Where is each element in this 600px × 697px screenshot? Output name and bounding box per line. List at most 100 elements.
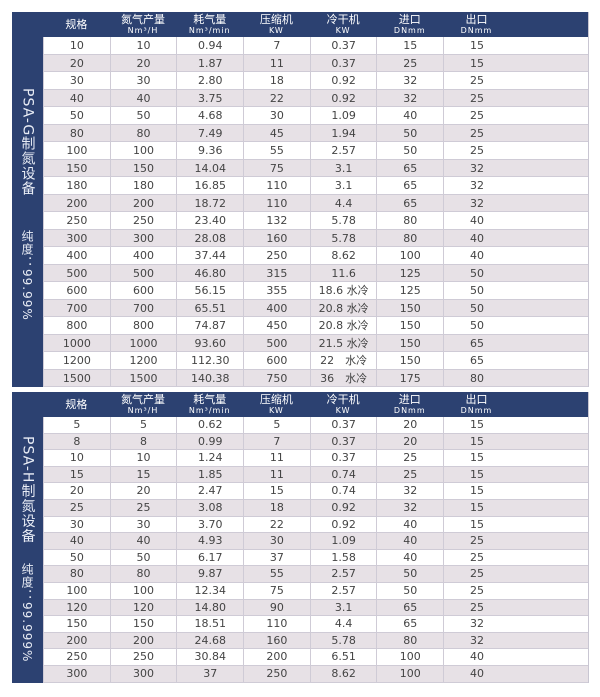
table-cell: 0.37 [309,37,377,54]
table-cell: 80 [376,229,443,246]
table-cell: 1.85 [176,466,243,483]
table-row: 80 80 7.49 45 1.94 50 25 [43,124,588,142]
table-cell: 25 [376,54,443,71]
table-body: 10 10 0.94 7 0.37 15 15 20 20 1.87 11 0.37 25 15 30 30 2… [43,37,588,387]
table-cell: 3.75 [176,89,243,106]
table-cell: 40 [43,533,110,549]
table-cell: 18.51 [176,616,243,632]
table-cell: 50 [376,582,443,599]
column-unit: Nm³/H [127,406,159,415]
table-cell: 40 [443,229,510,246]
table-cell: 25 [43,499,110,516]
table-cell: 65 [376,599,443,616]
table-cell: 40 [376,549,443,566]
table-cell: 7 [243,433,310,450]
table-cell: 250 [43,649,110,665]
table-cell: 14.80 [176,599,243,616]
table-cell: 250 [109,212,177,229]
column-title: 规格 [65,17,88,31]
table-cell: 10 [109,37,177,54]
table-cell: 0.37 [309,54,377,71]
table-cell: 40 [376,516,443,533]
table-cell: 2.80 [176,72,243,89]
table-cell: 21.5 水冷 [309,334,377,351]
table-cell: 600 [243,352,310,369]
column-header: 耗气量 Nm³/min [176,12,243,37]
table-cell: 15 [443,483,510,499]
table-cell: 25 [443,124,510,141]
table-cell: 5.78 [309,632,377,649]
table-cell: 25 [376,450,443,466]
table-cell: 20 [376,417,443,433]
table-row: 50 50 6.17 37 1.58 40 25 [43,549,588,567]
table-cell: 3.1 [309,599,377,616]
table-cell: 22 [243,516,310,533]
table-row: 15 15 1.85 11 0.74 25 15 [43,466,588,484]
table-row: 180 180 16.85 110 3.1 65 32 [43,177,588,195]
table-cell: 250 [243,247,310,264]
column-unit: KW [335,406,351,415]
table-cell: 15 [443,499,510,516]
table-cell: 400 [243,299,310,316]
table-cell: 250 [43,212,110,229]
table-cell: 20.8 水冷 [309,299,377,316]
table-cell: 1.09 [309,533,377,549]
table-cell: 4.4 [309,616,377,632]
table-cell: 100 [376,665,443,682]
table-row: 120 120 14.80 90 3.1 65 25 [43,599,588,617]
table-cell: 125 [376,282,443,299]
table-cell: 12.34 [176,582,243,599]
table-cell: 11 [243,54,310,71]
table-cell: 18.6 水冷 [309,282,377,299]
table-cell: 37.44 [176,247,243,264]
column-header: 耗气量 Nm³/min [176,392,243,417]
table-cell: 65 [376,616,443,632]
table-row: 100 100 12.34 75 2.57 50 25 [43,582,588,600]
table-cell: 50 [109,107,177,124]
table-cell: 32 [443,194,510,211]
table-cell: 1.58 [309,549,377,566]
table-cell: 3.1 [309,159,377,176]
table-cell: 25 [443,142,510,159]
table-cell: 150 [376,299,443,316]
table-cell: 150 [109,159,177,176]
table-cell: 150 [43,616,110,632]
table-cell: 40 [443,665,510,682]
table-cell: 15 [443,54,510,71]
column-unit: KW [268,26,284,35]
column-title: 压缩机 [259,13,293,26]
table-cell: 25 [443,549,510,566]
table-cell: 93.60 [176,334,243,351]
table-cell: 0.37 [309,417,377,433]
table-cell: 32 [376,89,443,106]
side-label: PSA-H制氮设备 纯度：99.999% [12,392,43,683]
table-cell: 0.37 [309,450,377,466]
column-title: 冷干机 [326,393,360,406]
table-cell: 15 [443,37,510,54]
table-row: 10 10 0.94 7 0.37 15 15 [43,37,588,55]
table-row: 150 150 14.04 75 3.1 65 32 [43,159,588,177]
table-cell: 36 水冷 [309,369,377,386]
column-header: 进口 DNmm [376,12,443,37]
table-cell: 45 [243,124,310,141]
table-cell: 180 [109,177,177,194]
table-cell: 15 [376,37,443,54]
table-cell: 300 [109,229,177,246]
table-cell: 30 [43,516,110,533]
table-row: 20 20 1.87 11 0.37 25 15 [43,54,588,72]
table-cell: 30 [243,533,310,549]
table-cell: 50 [43,549,110,566]
table-cell: 55 [243,566,310,582]
table-row: 5 5 0.62 5 0.37 20 15 [43,417,588,434]
table-cell: 50 [376,124,443,141]
table-cell: 5 [109,417,177,433]
table-cell: 50 [376,142,443,159]
table-cell: 6.51 [309,649,377,665]
table-row: 30 30 3.70 22 0.92 40 15 [43,516,588,534]
table-cell: 110 [243,616,310,632]
table-cell: 75 [243,159,310,176]
table-cell: 25 [443,566,510,582]
table-cell: 800 [109,317,177,334]
table-cell: 2.57 [309,142,377,159]
table-cell: 3.70 [176,516,243,533]
